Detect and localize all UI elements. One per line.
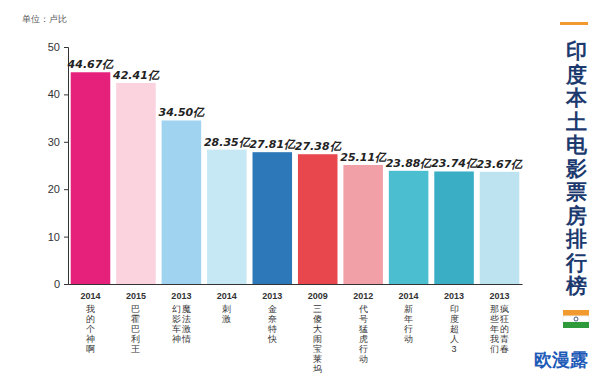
bar	[389, 171, 429, 284]
chart: 单位：卢比 0 10 20 30 40 50 44.67亿42.41亿 34.50亿 28.35亿…	[0, 0, 594, 381]
x-tick-label: 代号猛虎行动	[358, 304, 368, 364]
x-tick-label: 那些年我们疯狂的青春	[490, 304, 509, 354]
x-tick: 那些年我们疯狂的青春 2013	[489, 284, 509, 354]
data-label: 23.67亿	[477, 158, 524, 171]
year-label: 2013	[171, 291, 191, 301]
data-label: 23.88亿	[386, 157, 433, 170]
x-tick-label: 金奈特快	[267, 304, 277, 344]
y-tick-mark	[64, 94, 68, 95]
y-tick-label: 50	[48, 41, 60, 53]
data-label: 25.11亿	[340, 151, 387, 164]
y-axis: 0 10 20 30 40 50	[48, 41, 69, 290]
x-tick: 印度超人3 2013	[444, 284, 464, 354]
flag	[563, 310, 589, 328]
data-label: 27.38亿	[295, 140, 342, 153]
x-tick: 巴霍巴利王 2015	[126, 284, 146, 354]
x-tick-label: 新年行动	[404, 304, 413, 344]
x-tick-label: 印度超人3	[450, 304, 459, 354]
y-tick: 30	[48, 136, 68, 148]
x-tick-label: 我的个神啊	[86, 304, 95, 354]
x-tick-label: 刺激	[222, 304, 231, 324]
year-label: 2013	[489, 291, 509, 301]
bar	[480, 172, 520, 284]
y-tick-mark	[64, 47, 68, 48]
y-tick-label: 10	[48, 231, 60, 243]
x-tick: 金奈特快 2013	[262, 284, 282, 344]
bar	[162, 120, 202, 284]
bar	[434, 171, 474, 284]
x-axis: 我的个神啊 2014 巴霍巴利王 2015 幻影车神魔法激情 2013 刺激 2014 金奈特快…	[69, 284, 523, 374]
y-tick: 40	[48, 88, 68, 100]
watermark: 欧漫露	[534, 349, 588, 370]
x-tick: 三傻大闹宝莱坞 2009	[308, 284, 328, 374]
y-label: 单位：卢比	[22, 14, 67, 24]
bar	[343, 165, 383, 284]
bars	[71, 72, 520, 284]
x-tick: 代号猛虎行动 2012	[353, 284, 373, 364]
title-rule	[560, 22, 588, 25]
y-tick-mark	[64, 189, 68, 190]
year-label: 2009	[308, 291, 328, 301]
y-tick: 50	[48, 41, 68, 53]
title-block: 印度本土电影票房排行榜	[560, 22, 589, 328]
y-tick-label: 40	[48, 88, 60, 100]
year-label: 2013	[444, 291, 464, 301]
annotations: 欧漫露	[534, 349, 588, 370]
y-tick-label: 20	[48, 183, 60, 195]
bar	[298, 154, 338, 284]
bar	[253, 152, 293, 284]
data-label: 27.81亿	[249, 138, 296, 151]
year-label: 2014	[217, 291, 237, 301]
x-tick: 刺激 2014	[217, 284, 237, 324]
data-label: 42.41亿	[112, 69, 160, 82]
data-label: 34.50亿	[158, 106, 205, 119]
data-label: 23.74亿	[431, 157, 478, 170]
y-tick-label: 30	[48, 136, 60, 148]
bar	[71, 72, 111, 284]
y-tick: 20	[48, 183, 68, 195]
y-axis-line	[64, 48, 69, 285]
x-tick: 新年行动 2014	[399, 284, 419, 344]
x-tick-label: 三傻大闹宝莱坞	[312, 304, 322, 374]
y-tick: 0	[54, 278, 68, 290]
bar	[207, 150, 247, 284]
bar	[116, 83, 156, 284]
x-tick: 我的个神啊 2014	[80, 284, 100, 354]
data-label: 28.35亿	[204, 136, 251, 149]
x-tick-label: 巴霍巴利王	[131, 304, 140, 354]
y-tick: 10	[48, 231, 68, 243]
y-tick-label: 0	[54, 278, 60, 290]
year-label: 2014	[399, 291, 419, 301]
title: 印度本土电影票房排行榜	[565, 39, 588, 298]
year-label: 2012	[353, 291, 373, 301]
y-tick-mark	[64, 142, 68, 143]
year-label: 2014	[80, 291, 100, 301]
data-labels: 44.67亿42.41亿 34.50亿 28.35亿27.81亿27.38亿25.1…	[67, 58, 524, 171]
y-tick-mark	[64, 284, 68, 285]
y-tick-mark	[64, 237, 68, 238]
year-label: 2015	[126, 291, 146, 301]
x-axis-line	[69, 284, 523, 285]
x-tick-label: 幻影车神魔法激情	[172, 304, 191, 344]
data-label: 44.67亿	[67, 58, 115, 71]
x-tick: 幻影车神魔法激情 2013	[171, 284, 191, 344]
year-label: 2013	[262, 291, 282, 301]
